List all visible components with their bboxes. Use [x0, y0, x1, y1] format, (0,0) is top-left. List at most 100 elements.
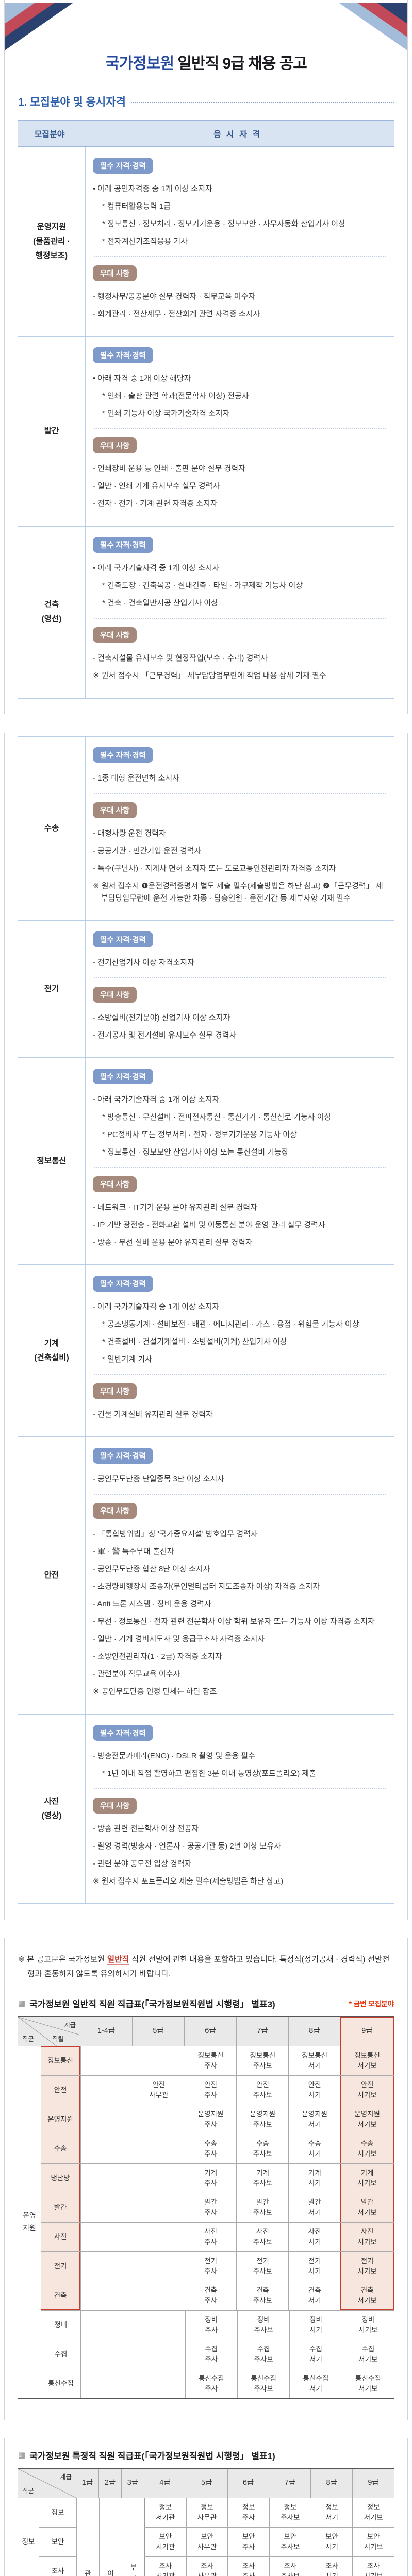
recruit-field-name: 기계 (건축설비): [34, 1339, 69, 1362]
requirement-line: - 1종 대형 운전면허 소지자: [93, 774, 180, 783]
requirement-line: * 공조냉동기계 · 설비보전 · 배관 · 에너지관리 · 가스 · 용접 ·…: [102, 1320, 359, 1329]
requirement-line: * 일반기계 기사: [102, 1355, 152, 1364]
grade-table-row: 정보통신 정보통신 주사 정보통신 주사보 정보통신 서기 정보통신 서: [41, 2046, 394, 2075]
grade-cell: [80, 2222, 133, 2251]
recruit-field-name: 전기: [44, 985, 59, 994]
recruit-field-requirements: 필수 자격·경력 - 전기산업기사 이상 자격소지자 우대 사항 - 소방설비(…: [85, 921, 394, 1057]
grade-cell: 보안 서기: [310, 2527, 353, 2556]
grade-column-header: 9급: [352, 2468, 394, 2498]
grade-column-header: 6급: [184, 2016, 236, 2046]
requirement-line: * 정보통신 · 정보처리 · 정보기기운용 · 정보보안 · 사무자동화 산업…: [102, 219, 345, 228]
preference-line: - 소방안전관리자(1 · 2급) 자격증 소지자: [93, 1652, 222, 1661]
recruit-field-row: 사진 (영상) 필수 자격·경력 - 방송전문카메라(ENG) · DSLR 촬…: [18, 1715, 394, 1904]
grade-column-header: 5급: [185, 2468, 227, 2498]
grade-cell: [133, 2340, 185, 2369]
job-series-cell: 정보통신: [41, 2046, 80, 2075]
recruit-field-row: 발간 필수 자격·경력 • 아래 자격 중 1개 이상 해당자 * 인쇄 · 출…: [18, 337, 394, 527]
grade-table-row: 건축 건축 주사 건축 주사보 건축 서기 건축 서기보: [41, 2280, 394, 2310]
preference-line: - 관련 분야 공모전 입상 경력자: [93, 1859, 192, 1868]
recruit-field-row: 안전 필수 자격·경력 - 공인무도단증 단일종목 3단 이상 소지자 우대 사…: [18, 1437, 394, 1715]
column-header-field: 모집분야: [34, 130, 65, 139]
grade-column-header: 6급: [227, 2468, 269, 2498]
recruit-field-name: 안전: [44, 1571, 59, 1580]
grade-cell: 전기 서기보: [340, 2251, 394, 2281]
divider: [94, 256, 386, 257]
recruit-field-requirements: 필수 자격·경력 • 아래 공인자격증 중 1개 이상 소지자 * 컴퓨터활용능…: [85, 147, 394, 336]
grade-cell: 조사 서기: [310, 2556, 353, 2576]
grade-cell: 운영지원 주사보: [236, 2105, 288, 2134]
grade-cell: [132, 2222, 185, 2251]
job-series-cell: 건축: [41, 2281, 80, 2310]
grade-cell: [80, 2251, 133, 2281]
grade-cell: 보안 주사: [227, 2527, 269, 2556]
preference-line: - 일반 · 인쇄 기계 유지보수 실무 경력자: [93, 482, 220, 490]
grade-cell: 정보통신 서기: [288, 2046, 340, 2075]
grade-cell: [80, 2105, 133, 2134]
requirement-line: • 아래 공인자격증 중 1개 이상 소지자: [93, 184, 212, 193]
grade-cell: 정보통신 서기보: [340, 2046, 394, 2075]
diagonal-lines-icon: [18, 2017, 80, 2046]
job-group-cell: 정보: [22, 2537, 35, 2546]
requirement-line: - 전기산업기사 이상 자격소지자: [93, 958, 194, 967]
grade-cell: 보안 서기보: [352, 2527, 394, 2556]
job-series-column: 정보 보안 조사 공업 통신 전산: [39, 2498, 76, 2576]
general-grade-table-caption: 국가정보원 일반직 직원 직급표(「국가정보원직원법 시행령」 별표3): [29, 1999, 275, 2009]
grade-table-row: 사진 사진 주사 사진 주사보 사진 서기 사진 서기보: [41, 2222, 394, 2251]
grade-cell: 전기 서기: [288, 2251, 340, 2281]
divider: [94, 618, 386, 619]
grade-cell: [80, 2193, 133, 2222]
page-title: 국가정보원 일반직 9급 채용 공고: [18, 50, 394, 73]
grade-cell: 정비 주사: [185, 2310, 237, 2340]
grade-cell: 기계 서기: [288, 2163, 340, 2193]
requirement-line: * 건축 · 건축일반시공 산업기사 이상: [102, 599, 218, 607]
grade-cell: 정보 서기보: [352, 2498, 394, 2527]
grade-cell: [80, 2281, 133, 2310]
preferred-badge: 우대 사항: [93, 265, 137, 281]
merged-rank-cell: 이 사 관: [99, 2498, 122, 2576]
grade-cell: 수집 서기보: [341, 2340, 394, 2369]
general-service-notice: ※ 본 공고문은 국가정보원 일반직 직원 선발에 관한 내용을 포함하고 있습…: [18, 1955, 390, 1978]
grade-cell: [80, 2369, 133, 2398]
recruit-field-requirements: 필수 자격·경력 - 1종 대형 운전면허 소지자 우대 사항 - 대형차량 운…: [85, 737, 394, 920]
grade-cell: 전기 주사보: [236, 2251, 288, 2281]
grade-cell: 보안 서기관: [144, 2527, 186, 2556]
grade-cell: 운영지원 서기: [288, 2105, 340, 2134]
recruit-field-name: 수송: [44, 824, 59, 833]
grade-cell: [80, 2046, 133, 2075]
required-badge: 필수 자격·경력: [93, 347, 153, 363]
special-grade-table-title: ▦ 국가정보원 특정직 직원 직급표(「국가정보원직원법 시행령」 별표1): [18, 2449, 394, 2462]
grade-cell: 수집 주사: [185, 2340, 237, 2369]
job-series-cell: 냉난방: [41, 2163, 80, 2193]
grade-table-row: 전기 전기 주사 전기 주사보 전기 서기 전기 서기보: [41, 2251, 394, 2281]
grade-table-body: 정보 이공 정보 보안 조사 공업 통신 전산: [18, 2498, 394, 2576]
requirement-line: - 아래 국가기술자격 중 1개 이상 소지자: [93, 1095, 220, 1104]
required-badge: 필수 자격·경력: [93, 1725, 153, 1741]
preference-line: - 일반 · 기계 경비지도사 및 응급구조사 자격증 소지자: [93, 1635, 265, 1643]
grade-cell: 건축 주사: [184, 2281, 237, 2310]
corner-ribbon-left-icon: [5, 3, 73, 50]
grade-table-row: 조사 서기관 조사 사무관 조사 주사 조사 주사보 조사 서기 조사 서기보: [144, 2556, 394, 2576]
recruit-field-row: 정보통신 필수 자격·경력 - 아래 국가기술자격 중 1개 이상 소지자 * …: [18, 1058, 394, 1265]
grade-cell: 정보통신 주사: [184, 2046, 237, 2075]
requirement-line: * 건축설비 · 건설기계설비 · 소방설비(기계) 산업기사 이상: [102, 1337, 287, 1346]
grade-table-row: 보안 서기관 보안 사무관 보안 주사 보안 주사보 보안 서기 보안 서기보: [144, 2527, 394, 2556]
job-series-cell: 안전: [41, 2075, 80, 2105]
recruit-field-requirements: 필수 자격·경력 • 아래 국가기술자격 중 1개 이상 소지자 * 건축도장 …: [85, 527, 394, 698]
grade-cell: [132, 2251, 185, 2281]
required-badge: 필수 자격·경력: [93, 537, 153, 553]
divider: [94, 1494, 386, 1495]
grade-cell: [80, 2340, 133, 2369]
preferred-badge: 우대 사항: [93, 987, 137, 1003]
recruit-field-row: 기계 (건축설비) 필수 자격·경력 - 아래 국가기술자격 중 1개 이상 소…: [18, 1265, 394, 1437]
grade-cell: 사진 서기: [288, 2222, 340, 2251]
recruit-field-requirements: 필수 자격·경력 - 아래 국가기술자격 중 1개 이상 소지자 * 방송통신 …: [85, 1058, 394, 1264]
grade-cells-grid: 정보 서기관 정보 사무관 정보 주사 정보 주사보 정보 서기 정보 서기보: [144, 2498, 394, 2576]
job-series-cell: 수집: [54, 2350, 68, 2358]
grade-column-header: 1-4급: [80, 2016, 132, 2046]
grade-cell: 사진 주사: [184, 2222, 237, 2251]
requirement-line: * 정보통신 · 정보보안 산업기사 이상 또는 통신설비 기능장: [102, 1148, 289, 1157]
grade-cell: 안전 주사: [184, 2075, 237, 2105]
preferred-badge: 우대 사항: [93, 802, 137, 818]
grade-cell: 안전 사무관: [132, 2075, 185, 2105]
grade-cell: [132, 2134, 185, 2163]
